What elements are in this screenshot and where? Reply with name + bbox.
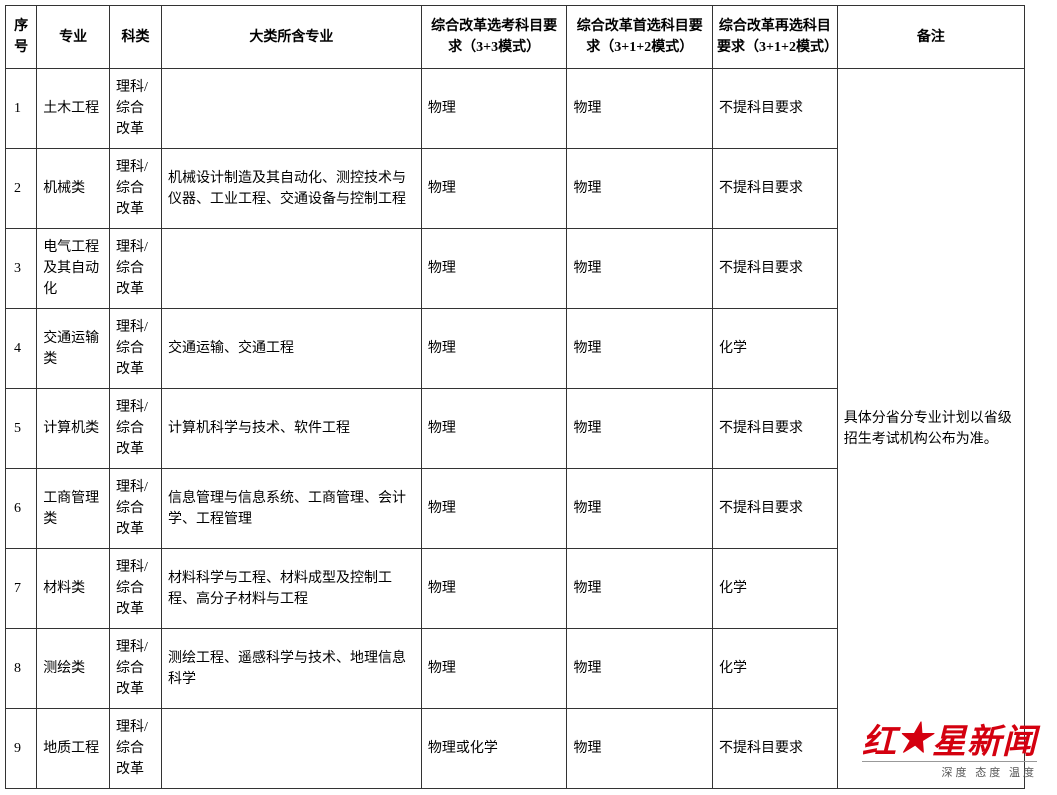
cell-contain: 机械设计制造及其自动化、测控技术与仪器、工业工程、交通设备与控制工程 bbox=[161, 149, 421, 229]
cell-req-312-first: 物理 bbox=[567, 149, 713, 229]
header-note: 备注 bbox=[837, 6, 1024, 69]
cell-seq: 5 bbox=[6, 389, 37, 469]
cell-req-312-first: 物理 bbox=[567, 229, 713, 309]
cell-req-33: 物理 bbox=[421, 309, 567, 389]
cell-req-33: 物理或化学 bbox=[421, 709, 567, 789]
cell-contain bbox=[161, 69, 421, 149]
cell-contain: 计算机科学与技术、软件工程 bbox=[161, 389, 421, 469]
cell-contain bbox=[161, 709, 421, 789]
header-major: 专业 bbox=[37, 6, 110, 69]
cell-major: 工商管理类 bbox=[37, 469, 110, 549]
cell-req-312-first: 物理 bbox=[567, 469, 713, 549]
cell-type: 理科/综合改革 bbox=[109, 389, 161, 469]
major-requirements-table: 序号 专业 科类 大类所含专业 综合改革选考科目要求（3+3模式） 综合改革首选… bbox=[5, 5, 1025, 789]
cell-req-312-second: 不提科目要求 bbox=[713, 149, 838, 229]
cell-req-312-second: 化学 bbox=[713, 309, 838, 389]
cell-type: 理科/综合改革 bbox=[109, 549, 161, 629]
cell-contain: 测绘工程、遥感科学与技术、地理信息科学 bbox=[161, 629, 421, 709]
cell-major: 土木工程 bbox=[37, 69, 110, 149]
cell-req-312-first: 物理 bbox=[567, 389, 713, 469]
watermark-prefix: 红 bbox=[862, 724, 897, 761]
cell-major: 计算机类 bbox=[37, 389, 110, 469]
cell-seq: 6 bbox=[6, 469, 37, 549]
cell-type: 理科/综合改革 bbox=[109, 149, 161, 229]
cell-seq: 1 bbox=[6, 69, 37, 149]
cell-req-312-first: 物理 bbox=[567, 549, 713, 629]
brand-watermark: 红★星新闻 深度 态度 温度 bbox=[862, 714, 1037, 780]
cell-seq: 2 bbox=[6, 149, 37, 229]
watermark-main: 红★星新闻 bbox=[862, 714, 1037, 763]
header-req-33: 综合改革选考科目要求（3+3模式） bbox=[421, 6, 567, 69]
cell-major: 电气工程及其自动化 bbox=[37, 229, 110, 309]
cell-major: 机械类 bbox=[37, 149, 110, 229]
cell-req-33: 物理 bbox=[421, 149, 567, 229]
cell-major: 交通运输类 bbox=[37, 309, 110, 389]
cell-req-312-first: 物理 bbox=[567, 629, 713, 709]
cell-seq: 4 bbox=[6, 309, 37, 389]
cell-req-33: 物理 bbox=[421, 469, 567, 549]
table-body: 1土木工程理科/综合改革物理物理不提科目要求具体分省分专业计划以省级招生考试机构… bbox=[6, 69, 1025, 789]
cell-type: 理科/综合改革 bbox=[109, 469, 161, 549]
watermark-suffix: 星新闻 bbox=[932, 724, 1037, 761]
cell-req-312-second: 不提科目要求 bbox=[713, 389, 838, 469]
cell-req-33: 物理 bbox=[421, 229, 567, 309]
cell-req-312-second: 不提科目要求 bbox=[713, 709, 838, 789]
cell-seq: 9 bbox=[6, 709, 37, 789]
cell-seq: 8 bbox=[6, 629, 37, 709]
cell-contain: 交通运输、交通工程 bbox=[161, 309, 421, 389]
cell-req-312-first: 物理 bbox=[567, 69, 713, 149]
watermark-sub: 深度 态度 温度 bbox=[862, 761, 1037, 780]
header-seq: 序号 bbox=[6, 6, 37, 69]
header-type: 科类 bbox=[109, 6, 161, 69]
cell-type: 理科/综合改革 bbox=[109, 629, 161, 709]
cell-req-312-first: 物理 bbox=[567, 709, 713, 789]
header-contain: 大类所含专业 bbox=[161, 6, 421, 69]
cell-req-312-second: 不提科目要求 bbox=[713, 469, 838, 549]
cell-type: 理科/综合改革 bbox=[109, 309, 161, 389]
cell-req-312-second: 不提科目要求 bbox=[713, 229, 838, 309]
cell-seq: 3 bbox=[6, 229, 37, 309]
cell-contain: 材料科学与工程、材料成型及控制工程、高分子材料与工程 bbox=[161, 549, 421, 629]
cell-contain bbox=[161, 229, 421, 309]
cell-req-33: 物理 bbox=[421, 629, 567, 709]
cell-req-312-second: 化学 bbox=[713, 629, 838, 709]
cell-req-33: 物理 bbox=[421, 69, 567, 149]
header-req-312-second: 综合改革再选科目要求（3+1+2模式） bbox=[713, 6, 838, 69]
cell-req-312-first: 物理 bbox=[567, 309, 713, 389]
star-icon: ★ bbox=[897, 721, 932, 758]
cell-contain: 信息管理与信息系统、工商管理、会计学、工程管理 bbox=[161, 469, 421, 549]
cell-major: 材料类 bbox=[37, 549, 110, 629]
cell-major: 测绘类 bbox=[37, 629, 110, 709]
cell-major: 地质工程 bbox=[37, 709, 110, 789]
cell-req-312-second: 化学 bbox=[713, 549, 838, 629]
cell-type: 理科/综合改革 bbox=[109, 229, 161, 309]
header-req-312-first: 综合改革首选科目要求（3+1+2模式） bbox=[567, 6, 713, 69]
cell-req-312-second: 不提科目要求 bbox=[713, 69, 838, 149]
cell-seq: 7 bbox=[6, 549, 37, 629]
cell-note-merged: 具体分省分专业计划以省级招生考试机构公布为准。 bbox=[837, 69, 1024, 789]
table-row: 1土木工程理科/综合改革物理物理不提科目要求具体分省分专业计划以省级招生考试机构… bbox=[6, 69, 1025, 149]
cell-type: 理科/综合改革 bbox=[109, 69, 161, 149]
cell-req-33: 物理 bbox=[421, 549, 567, 629]
table-header: 序号 专业 科类 大类所含专业 综合改革选考科目要求（3+3模式） 综合改革首选… bbox=[6, 6, 1025, 69]
cell-type: 理科/综合改革 bbox=[109, 709, 161, 789]
cell-req-33: 物理 bbox=[421, 389, 567, 469]
